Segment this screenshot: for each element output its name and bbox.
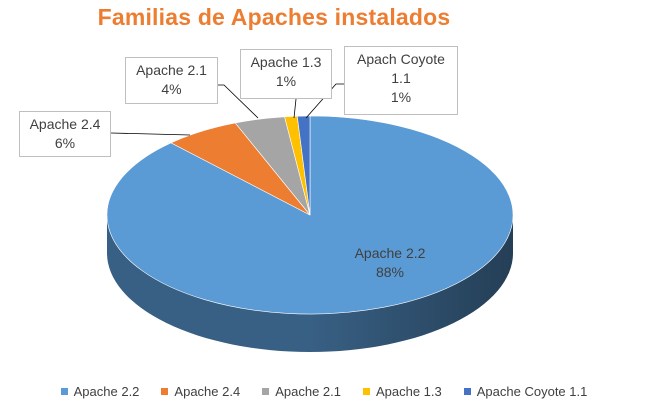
data-label-percent: 4% bbox=[161, 81, 182, 97]
legend-swatch bbox=[60, 387, 68, 395]
data-label-apache-coyote-1-1: Apach Coyote 1.1 1% bbox=[344, 46, 458, 115]
legend: Apache 2.2 Apache 2.4 Apache 2.1 Apache 1.3… bbox=[0, 380, 648, 402]
data-label-apache-2-2: Apache 2.2 88% bbox=[342, 240, 438, 294]
leader-line-apache-coyote-1-1 bbox=[305, 83, 344, 119]
data-label-name: 1.1 bbox=[391, 70, 411, 86]
legend-label: Apache 1.3 bbox=[375, 383, 442, 399]
legend-item-apache-coyote-1-1: Apache Coyote 1.1 bbox=[463, 383, 588, 399]
data-label-percent: 1% bbox=[390, 89, 412, 105]
data-label-name: Apache 1.3 bbox=[250, 54, 322, 70]
leader-line-apache-2-4 bbox=[110, 132, 191, 136]
data-label-name: Apache 2.1 bbox=[136, 62, 207, 78]
data-label-apache-2-1: Apache 2.1 4% bbox=[125, 57, 218, 104]
data-label-percent: 88% bbox=[375, 264, 405, 280]
legend-label: Apache Coyote 1.1 bbox=[476, 383, 588, 399]
legend-label: Apache 2.1 bbox=[275, 383, 341, 399]
data-label-name: Apach Coyote bbox=[357, 51, 445, 67]
data-label-percent: 6% bbox=[54, 135, 76, 151]
legend-swatch bbox=[463, 387, 471, 395]
data-label-name: Apache 2.2 bbox=[354, 245, 426, 261]
data-label-apache-2-4: Apache 2.4 6% bbox=[19, 111, 111, 157]
legend-item-apache-2-4: Apache 2.4 bbox=[161, 384, 240, 399]
leader-line-apache-1-3 bbox=[293, 98, 297, 119]
legend-swatch bbox=[262, 387, 270, 395]
legend-item-apache-2-1: Apache 2.1 bbox=[262, 384, 341, 399]
pie-side-shading bbox=[107, 215, 513, 352]
chart-title: Familias de Apaches instalados bbox=[97, 4, 451, 30]
data-label-apache-1-3: Apache 1.3 1% bbox=[240, 49, 332, 99]
legend-item-apache-1-3: Apache 1.3 bbox=[362, 383, 442, 399]
legend-swatch bbox=[362, 387, 370, 395]
data-label-percent: 1% bbox=[275, 73, 297, 89]
legend-swatch bbox=[161, 387, 169, 395]
legend-label: Apache 2.2 bbox=[73, 383, 140, 399]
pie-slice-apache-coyote-1-1 bbox=[296, 115, 311, 216]
legend-item-apache-2-2: Apache 2.2 bbox=[60, 383, 140, 399]
leader-line-apache-2-1 bbox=[218, 84, 259, 119]
data-label-name: Apache 2.4 bbox=[29, 116, 101, 132]
legend-label: Apache 2.4 bbox=[174, 383, 241, 399]
